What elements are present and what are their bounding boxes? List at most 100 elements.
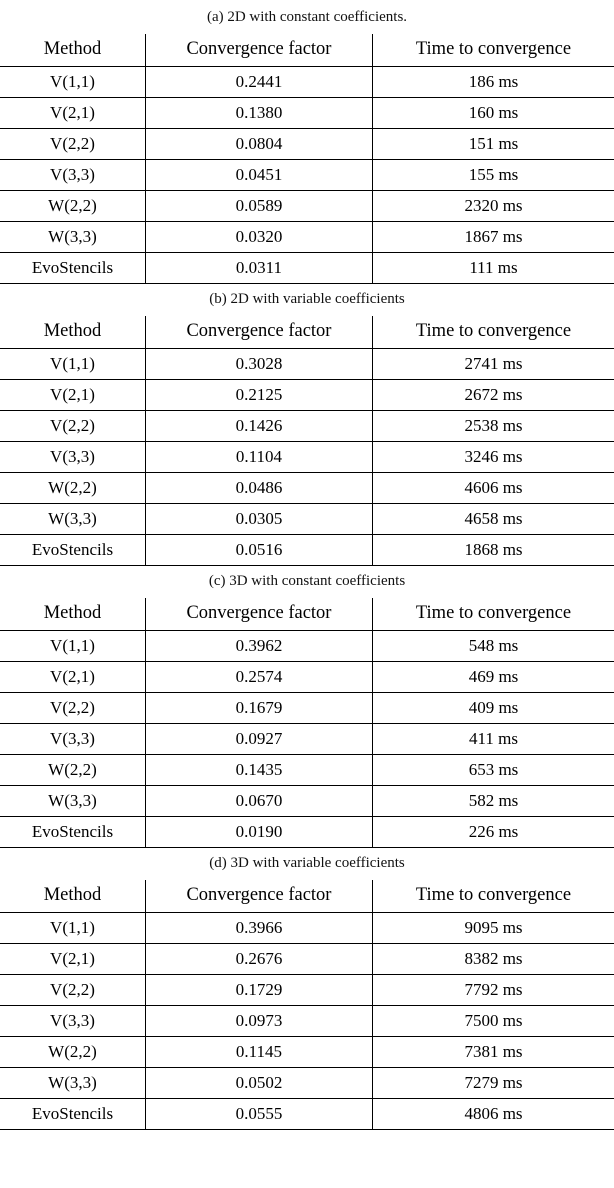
column-header-method: Method: [0, 34, 146, 67]
column-header-time-to-convergence: Time to convergence: [371, 34, 614, 67]
table-row: EvoStencils 0.0516 1868 ms: [0, 534, 614, 566]
table-row: V(3,3) 0.0451 155 ms: [0, 159, 614, 191]
time-to-convergence-cell: 155 ms: [371, 159, 614, 191]
time-to-convergence-cell: 1867 ms: [371, 221, 614, 253]
convergence-factor-cell: 0.0305: [144, 503, 373, 535]
time-to-convergence-cell: 1868 ms: [371, 534, 614, 566]
method-cell: V(1,1): [0, 348, 146, 380]
table-row: W(3,3) 0.0320 1867 ms: [0, 221, 614, 253]
subtable-caption: (a) 2D with constant coefficients.: [206, 9, 408, 25]
header-row: Method Convergence factor Time to converge…: [0, 34, 614, 67]
time-to-convergence-cell: 2320 ms: [371, 190, 614, 222]
table-row: W(2,2) 0.0486 4606 ms: [0, 472, 614, 504]
results-table: Method Convergence factor Time to converge…: [0, 598, 614, 848]
convergence-factor-cell: 0.0973: [144, 1005, 373, 1037]
method-cell: V(1,1): [0, 66, 146, 98]
table-row: V(2,1) 0.2574 469 ms: [0, 661, 614, 693]
convergence-factor-cell: 0.0486: [144, 472, 373, 504]
table-row: V(1,1) 0.2441 186 ms: [0, 66, 614, 98]
convergence-factor-cell: 0.2441: [144, 66, 373, 98]
results-table: Method Convergence factor Time to converge…: [0, 316, 614, 566]
time-to-convergence-cell: 3246 ms: [371, 441, 614, 473]
column-header-time-to-convergence: Time to convergence: [371, 598, 614, 631]
table-row: V(3,3) 0.0973 7500 ms: [0, 1005, 614, 1037]
method-cell: W(2,2): [0, 472, 146, 504]
method-cell: W(3,3): [0, 785, 146, 817]
time-to-convergence-cell: 4806 ms: [371, 1098, 614, 1130]
table-row: EvoStencils 0.0311 111 ms: [0, 252, 614, 284]
header-row: Method Convergence factor Time to converge…: [0, 880, 614, 913]
method-cell: W(3,3): [0, 221, 146, 253]
method-cell: W(2,2): [0, 190, 146, 222]
time-to-convergence-cell: 548 ms: [371, 630, 614, 662]
header-row: Method Convergence factor Time to converge…: [0, 598, 614, 631]
method-cell: V(3,3): [0, 441, 146, 473]
table-row: W(3,3) 0.0670 582 ms: [0, 785, 614, 817]
time-to-convergence-cell: 9095 ms: [371, 912, 614, 944]
time-to-convergence-cell: 2672 ms: [371, 379, 614, 411]
convergence-factor-cell: 0.1435: [144, 754, 373, 786]
table-row: V(3,3) 0.0927 411 ms: [0, 723, 614, 755]
column-header-time-to-convergence: Time to convergence: [371, 316, 614, 349]
convergence-factor-cell: 0.0502: [144, 1067, 373, 1099]
method-cell: V(1,1): [0, 912, 146, 944]
column-header-convergence-factor: Convergence factor: [144, 34, 373, 67]
convergence-factor-cell: 0.2676: [144, 943, 373, 975]
subtable-caption: (c) 3D with constant coefficients: [208, 573, 406, 589]
column-header-method: Method: [0, 598, 146, 631]
method-cell: V(2,1): [0, 379, 146, 411]
convergence-factor-cell: 0.3966: [144, 912, 373, 944]
method-cell: W(3,3): [0, 503, 146, 535]
table-row: V(2,2) 0.1426 2538 ms: [0, 410, 614, 442]
subtable-block: (c) 3D with constant coefficients Method C…: [0, 571, 614, 848]
table-row: W(2,2) 0.1145 7381 ms: [0, 1036, 614, 1068]
method-cell: V(2,1): [0, 661, 146, 693]
method-cell: EvoStencils: [0, 816, 146, 848]
convergence-factor-cell: 0.2574: [144, 661, 373, 693]
method-cell: EvoStencils: [0, 1098, 146, 1130]
method-cell: EvoStencils: [0, 252, 146, 284]
time-to-convergence-cell: 4606 ms: [371, 472, 614, 504]
table-row: V(3,3) 0.1104 3246 ms: [0, 441, 614, 473]
time-to-convergence-cell: 111 ms: [371, 252, 614, 284]
column-header-method: Method: [0, 880, 146, 913]
method-cell: W(2,2): [0, 1036, 146, 1068]
method-cell: V(2,2): [0, 692, 146, 724]
method-cell: V(3,3): [0, 1005, 146, 1037]
convergence-factor-cell: 0.0589: [144, 190, 373, 222]
method-cell: V(2,2): [0, 974, 146, 1006]
time-to-convergence-cell: 7381 ms: [371, 1036, 614, 1068]
results-table: Method Convergence factor Time to converge…: [0, 34, 614, 284]
table-row: V(1,1) 0.3966 9095 ms: [0, 912, 614, 944]
time-to-convergence-cell: 4658 ms: [371, 503, 614, 535]
time-to-convergence-cell: 653 ms: [371, 754, 614, 786]
convergence-factor-cell: 0.0320: [144, 221, 373, 253]
time-to-convergence-cell: 411 ms: [371, 723, 614, 755]
time-to-convergence-cell: 469 ms: [371, 661, 614, 693]
convergence-factor-cell: 0.0516: [144, 534, 373, 566]
convergence-factor-cell: 0.2125: [144, 379, 373, 411]
paper-results-tables: (a) 2D with constant coefficients. Method…: [0, 9, 614, 1130]
time-to-convergence-cell: 151 ms: [371, 128, 614, 160]
table-row: EvoStencils 0.0190 226 ms: [0, 816, 614, 848]
convergence-factor-cell: 0.0555: [144, 1098, 373, 1130]
method-cell: EvoStencils: [0, 534, 146, 566]
column-header-time-to-convergence: Time to convergence: [371, 880, 614, 913]
convergence-factor-cell: 0.0190: [144, 816, 373, 848]
method-cell: W(3,3): [0, 1067, 146, 1099]
convergence-factor-cell: 0.1426: [144, 410, 373, 442]
table-row: V(2,2) 0.1729 7792 ms: [0, 974, 614, 1006]
table-row: V(2,1) 0.1380 160 ms: [0, 97, 614, 129]
table-row: V(2,1) 0.2125 2672 ms: [0, 379, 614, 411]
time-to-convergence-cell: 582 ms: [371, 785, 614, 817]
time-to-convergence-cell: 2538 ms: [371, 410, 614, 442]
method-cell: V(2,2): [0, 128, 146, 160]
table-row: V(2,2) 0.0804 151 ms: [0, 128, 614, 160]
convergence-factor-cell: 0.0451: [144, 159, 373, 191]
subtable-caption: (d) 3D with variable coefficients: [209, 855, 405, 871]
method-cell: V(2,1): [0, 97, 146, 129]
convergence-factor-cell: 0.1679: [144, 692, 373, 724]
time-to-convergence-cell: 226 ms: [371, 816, 614, 848]
column-header-convergence-factor: Convergence factor: [144, 598, 373, 631]
method-cell: V(3,3): [0, 159, 146, 191]
